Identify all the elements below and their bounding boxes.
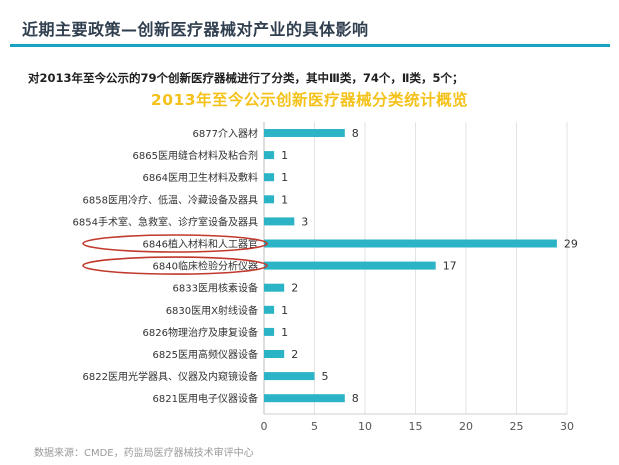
data-label: 1 — [281, 304, 288, 317]
data-label: 17 — [443, 260, 457, 273]
data-label: 8 — [352, 127, 359, 140]
data-label: 29 — [564, 238, 578, 251]
data-label: 1 — [281, 171, 288, 184]
category-label: 6826物理治疗及康复设备 — [143, 326, 258, 339]
bar — [264, 372, 315, 381]
category-label: 6822医用光学器具、仪器及内窥镜设备 — [83, 370, 258, 383]
x-tick-label: 30 — [560, 420, 574, 433]
data-label: 1 — [281, 326, 288, 339]
category-label: 6833医用核素设备 — [173, 282, 258, 295]
data-label: 5 — [322, 370, 329, 383]
bar — [264, 327, 275, 336]
data-source-note: 数据来源：CMDE，药监局医疗器械技术审评中心 — [34, 448, 254, 459]
highlight-ellipse — [82, 256, 268, 275]
page-title: 近期主要政策—创新医疗器械对产业的具体影响 — [22, 20, 369, 39]
category-label: 6865医用缝合材料及粘合剂 — [133, 149, 258, 162]
category-label: 6858医用冷疗、低温、冷藏设备及器具 — [83, 193, 258, 206]
x-tick-label: 5 — [311, 420, 318, 433]
x-tick-label: 25 — [510, 420, 524, 433]
category-label: 6825医用高频仪器设备 — [153, 348, 258, 361]
bar — [264, 195, 275, 204]
bar — [264, 305, 275, 314]
bar — [264, 173, 275, 182]
bar — [264, 239, 557, 248]
data-label: 1 — [281, 149, 288, 162]
bar — [264, 261, 436, 270]
data-label: 2 — [291, 348, 298, 361]
category-label: 6830医用X射线设备 — [166, 304, 258, 317]
category-label: 6877介入器材 — [193, 127, 258, 140]
bar — [264, 350, 285, 358]
bar — [264, 394, 345, 403]
data-label: 1 — [281, 193, 288, 206]
title-underline — [10, 44, 610, 47]
highlight-ellipse — [82, 234, 268, 253]
x-tick-label: 15 — [409, 420, 423, 433]
x-tick-label: 0 — [261, 420, 268, 433]
category-label: 6821医用电子仪器设备 — [153, 392, 258, 405]
x-tick-label: 10 — [358, 420, 372, 433]
category-label: 6846植入材料和人工器官 — [143, 238, 258, 251]
category-label: 6854手术室、急救室、诊疗室设备及器具 — [73, 215, 258, 228]
bar — [264, 283, 285, 292]
x-tick-label: 20 — [459, 420, 473, 433]
category-label: 6840临床检验分析仪器 — [153, 260, 258, 273]
data-label: 8 — [352, 392, 359, 405]
intro-text: 对2013年至今公示的79个创新医疗器械进行了分类，其中Ⅲ类，74个，Ⅱ类，5个… — [28, 71, 464, 85]
bar — [264, 217, 295, 226]
bar — [264, 151, 275, 160]
data-label: 3 — [301, 215, 308, 228]
data-label: 2 — [291, 282, 298, 295]
chart-title: 2013年至今公示创新医疗器械分类统计概览 — [150, 91, 469, 109]
bar — [264, 129, 345, 137]
category-label: 6864医用卫生材料及敷料 — [143, 171, 258, 184]
